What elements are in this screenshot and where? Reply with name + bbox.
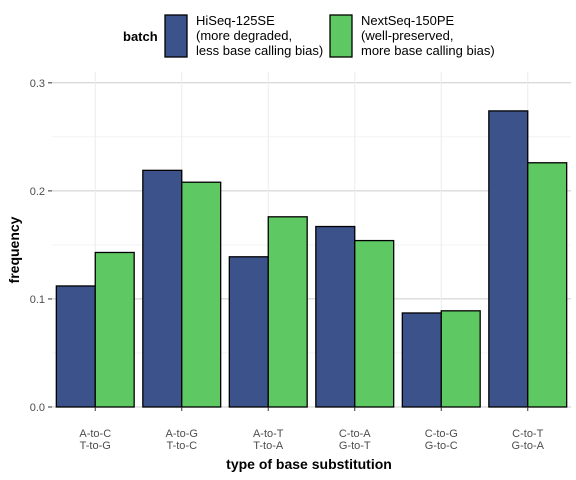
x-axis-title: type of base substitution bbox=[226, 456, 392, 472]
bar-series-2-category-5 bbox=[440, 310, 481, 408]
bar-series-1-category-4 bbox=[315, 225, 356, 408]
y-tick-label: 0.2 bbox=[30, 186, 45, 198]
bar-series-1-category-3 bbox=[228, 256, 269, 408]
y-tick-label: 0.1 bbox=[30, 294, 45, 306]
x-tick-label: C-to-A G-to-T bbox=[339, 428, 371, 452]
y-axis: 0.0 0.1 0.2 0.3 bbox=[30, 78, 52, 414]
x-tick-label: A-to-G T-to-C bbox=[166, 428, 198, 452]
x-tick-label: C-to-T G-to-A bbox=[512, 428, 545, 452]
x-tick-label: A-to-C T-to-G bbox=[79, 428, 111, 452]
bar-series-1-category-6 bbox=[488, 110, 529, 408]
bar-series-2-category-1 bbox=[94, 251, 135, 408]
legend-label-series-1: HiSeq-125SE (more degraded, less base call… bbox=[196, 13, 323, 58]
legend-title: batch bbox=[123, 29, 158, 44]
bar-series-2-category-2 bbox=[181, 181, 222, 408]
legend-key-series-1 bbox=[164, 14, 188, 58]
y-tick-label: 0.3 bbox=[30, 78, 45, 90]
bar-series-1-category-5 bbox=[401, 312, 442, 408]
bar-series-2-category-3 bbox=[267, 216, 308, 408]
legend-key-series-2 bbox=[329, 14, 353, 58]
legend: batch HiSeq-125SE (more degraded, less bas… bbox=[123, 13, 495, 58]
bar-series-1-category-2 bbox=[142, 169, 183, 408]
x-axis: A-to-C T-to-G A-to-G T-to-C A-to-T T-to-A C-to… bbox=[79, 407, 545, 452]
bar-series-1-category-1 bbox=[55, 285, 96, 408]
bar-series-2-category-4 bbox=[354, 239, 395, 408]
bars bbox=[55, 110, 568, 408]
y-tick-label: 0.0 bbox=[30, 402, 45, 414]
x-tick-label: C-to-G G-to-C bbox=[425, 428, 458, 452]
legend-label-series-2: NextSeq-150PE (well-preserved, more base c… bbox=[361, 13, 495, 58]
y-axis-title: frequency bbox=[6, 216, 22, 283]
x-tick-label: A-to-T T-to-A bbox=[253, 428, 284, 452]
bar-series-2-category-6 bbox=[527, 162, 568, 408]
